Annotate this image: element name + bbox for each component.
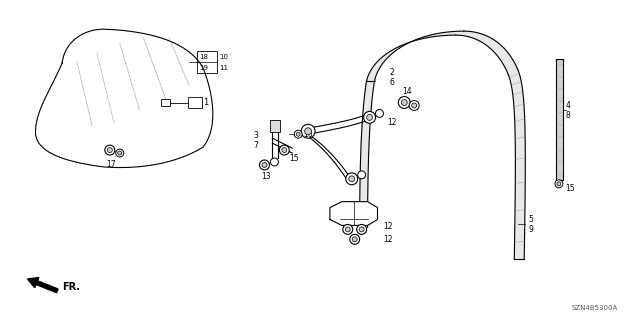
Circle shape [294,130,302,138]
Bar [556,59,563,180]
Circle shape [412,103,417,108]
Circle shape [118,151,122,155]
Polygon shape [302,132,352,180]
Text: 1: 1 [203,98,208,107]
Text: 10: 10 [219,54,228,60]
Circle shape [364,111,376,123]
Polygon shape [508,71,525,259]
Text: 15: 15 [289,154,299,163]
Circle shape [346,173,358,185]
Text: 14: 14 [403,87,412,96]
Bar [188,97,202,108]
Circle shape [305,128,312,135]
Text: 12: 12 [383,235,393,244]
Text: 3: 3 [253,131,259,140]
Circle shape [358,171,365,179]
Polygon shape [330,202,378,225]
Circle shape [105,145,115,155]
Circle shape [108,148,112,153]
Circle shape [555,180,563,188]
Circle shape [345,227,350,232]
Text: 15: 15 [565,184,575,193]
Text: FR.: FR. [62,282,80,292]
Text: 19: 19 [199,65,208,71]
Text: 13: 13 [262,172,271,181]
Circle shape [343,224,353,234]
Circle shape [376,109,383,117]
Text: 12: 12 [383,222,393,231]
FancyArrow shape [28,277,58,293]
Polygon shape [367,31,464,81]
Bar [161,99,170,107]
Circle shape [301,124,315,138]
Circle shape [401,100,407,106]
Text: 5: 5 [528,215,533,224]
Text: 8: 8 [566,111,571,120]
Text: 17: 17 [106,160,116,170]
Polygon shape [360,81,374,228]
Text: 6: 6 [389,78,394,87]
Bar [271,120,280,132]
Circle shape [367,114,372,120]
Circle shape [352,237,357,242]
Polygon shape [35,29,213,168]
Circle shape [260,160,269,170]
Circle shape [271,158,278,166]
Circle shape [349,176,355,182]
Text: 7: 7 [253,140,259,150]
Text: 9: 9 [528,225,533,234]
Text: 4: 4 [566,101,571,110]
Text: 11: 11 [219,65,228,71]
Bar [197,51,217,73]
Text: 18: 18 [199,54,208,60]
Text: SZN4B5300A: SZN4B5300A [571,305,618,311]
Circle shape [116,149,124,157]
Circle shape [356,224,367,234]
Circle shape [557,182,561,186]
Text: 12: 12 [387,118,397,127]
Circle shape [262,163,267,167]
Circle shape [349,234,360,244]
Circle shape [409,100,419,110]
Circle shape [398,97,410,108]
Text: 16: 16 [303,130,313,139]
Circle shape [359,227,364,232]
Circle shape [296,132,300,136]
Circle shape [279,145,289,155]
Polygon shape [456,31,518,75]
Text: 2: 2 [389,68,394,77]
Polygon shape [308,114,367,134]
Circle shape [282,148,287,153]
